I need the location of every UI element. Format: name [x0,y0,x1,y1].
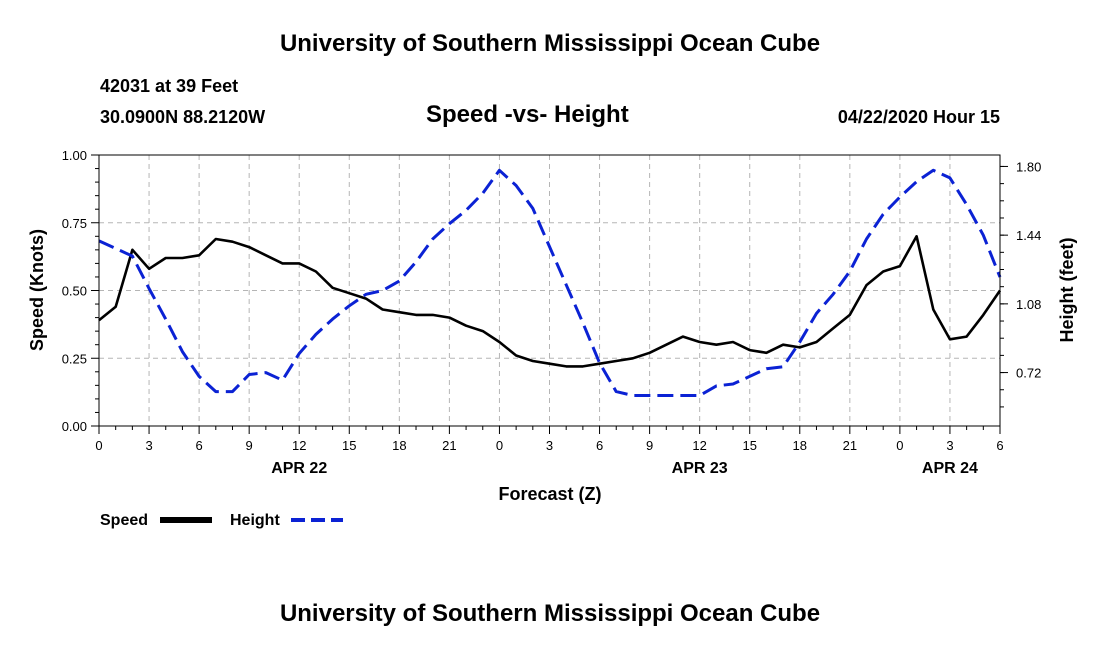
page-title: University of Southern Mississippi Ocean… [279,30,821,57]
grid [99,155,1000,426]
x-tick-label: 15 [742,438,756,453]
x-tick-label: 18 [793,438,807,453]
date-label: APR 22 [271,460,327,477]
y2-tick-label: 0.72 [1016,366,1041,381]
x-tick-label: 0 [496,438,503,453]
y2-tick-label: 1.44 [1016,228,1041,243]
datetime-label: 04/22/2020 Hour 15 [837,107,1000,127]
footer-title: University of Southern Mississippi Ocean… [279,600,821,627]
x-tick-label: 21 [442,438,456,453]
x-tick-label: 6 [596,438,603,453]
y2-tick-label: 1.80 [1016,159,1041,174]
location-label: 30.0900N 88.2120W [100,107,266,127]
x-tick-label: 0 [95,438,102,453]
y-tick-label: 0.75 [62,216,87,231]
legend-speed-label: Speed [100,512,148,529]
y2-tick-label: 1.08 [1016,297,1041,312]
x-tick-label: 3 [946,438,953,453]
x-tick-label: 9 [646,438,653,453]
y-axis-title: Speed (Knots) [27,229,47,351]
y2-axis-title: Height (feet) [1057,238,1077,343]
x-tick-label: 18 [392,438,406,453]
y-tick-label: 0.50 [62,284,87,299]
series-line-height [98,168,1002,397]
station-label: 42031 at 39 Feet [100,76,239,96]
y-tick-label: 1.00 [62,148,87,163]
x-tick-label: 3 [546,438,553,453]
x-tick-label: 0 [896,438,903,453]
legend: Speed Height [100,512,343,529]
x-axis-title: Forecast (Z) [498,484,601,504]
x-tick-label: 12 [292,438,306,453]
legend-height-label: Height [230,512,280,529]
x-tick-label: 6 [195,438,202,453]
x-tick-label: 3 [145,438,152,453]
series-lines [98,168,1002,397]
x-tick-label: 9 [246,438,253,453]
axes: 0 3 6 9 12 15 18 21 0 3 6 9 12 15 18 21 0 3 6 0.00 0.25 0.50 0… [62,148,1042,477]
chart-title: Speed -vs- Height [426,101,629,128]
x-tick-label: 12 [692,438,706,453]
date-label: APR 24 [922,460,978,477]
x-tick-label: 6 [996,438,1003,453]
x-tick-label: 15 [342,438,356,453]
series-line-speed [98,235,1002,368]
date-label: APR 23 [672,460,728,477]
y-tick-label: 0.25 [62,351,87,366]
x-tick-label: 21 [843,438,857,453]
y-tick-label: 0.00 [62,419,87,434]
